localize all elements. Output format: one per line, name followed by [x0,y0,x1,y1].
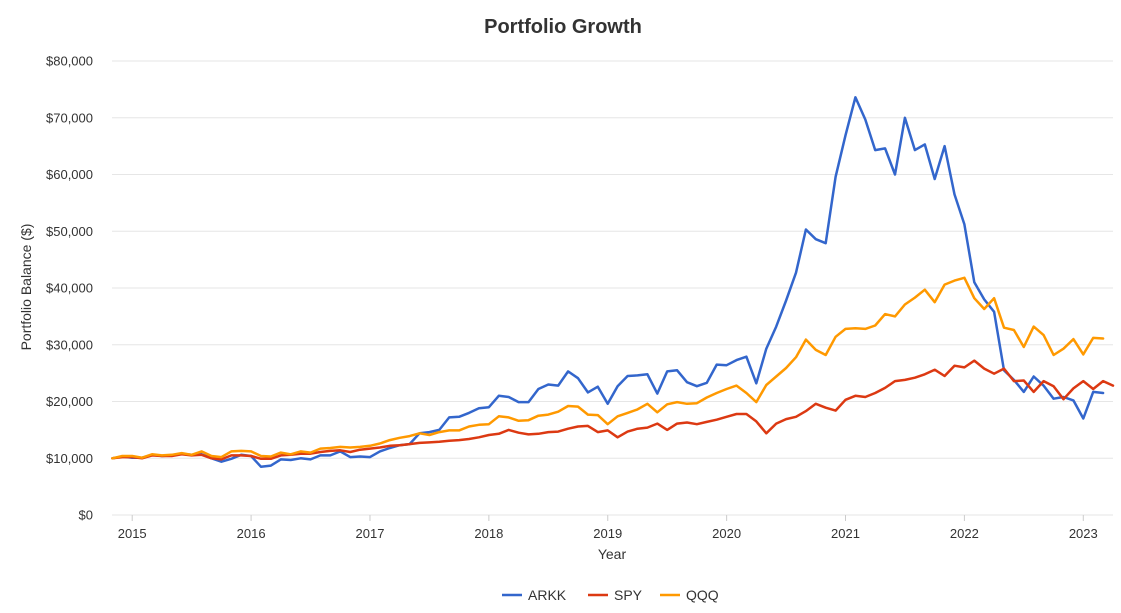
y-tick-label: $40,000 [46,281,93,296]
series-line-spy [111,359,1115,461]
x-tick-label: 2023 [1069,526,1098,541]
x-axis-label: Year [598,546,627,562]
x-tick-label: 2021 [831,526,860,541]
legend-label: ARKK [528,587,567,603]
legend-label: QQQ [686,587,719,603]
legend-item-arkk[interactable]: ARKK [502,587,567,603]
series-line-arkk [111,96,1105,469]
x-tick-label: 2020 [712,526,741,541]
chart-title: Portfolio Growth [484,16,642,38]
x-tick-label: 2016 [237,526,266,541]
legend: ARKK SPY QQQ [502,587,719,603]
y-axis-ticks: $0 $10,000 $20,000 $30,000 $40,000 $50,000 $60… [46,54,93,523]
y-tick-label: $80,000 [46,54,93,69]
y-tick-label: $0 [79,508,93,523]
y-tick-label: $10,000 [46,451,93,466]
series-line-qqq [111,276,1105,460]
y-tick-label: $20,000 [46,394,93,409]
y-tick-label: $50,000 [46,224,93,239]
grid-lines [112,60,1113,516]
y-tick-label: $70,000 [46,110,93,125]
x-tick-label: 2015 [118,526,147,541]
y-axis-label: Portfolio Balance ($) [18,224,34,351]
series-lines [111,96,1115,469]
legend-label: SPY [614,587,643,603]
x-axis-ticks: 2015 2016 2017 2018 2019 2020 2021 2022 2023 [118,515,1098,541]
x-tick-label: 2019 [593,526,622,541]
legend-item-spy[interactable]: SPY [588,587,643,603]
y-tick-label: $30,000 [46,337,93,352]
legend-item-qqq[interactable]: QQQ [660,587,719,603]
x-tick-label: 2018 [474,526,503,541]
x-tick-label: 2017 [356,526,385,541]
x-tick-label: 2022 [950,526,979,541]
y-tick-label: $60,000 [46,167,93,182]
